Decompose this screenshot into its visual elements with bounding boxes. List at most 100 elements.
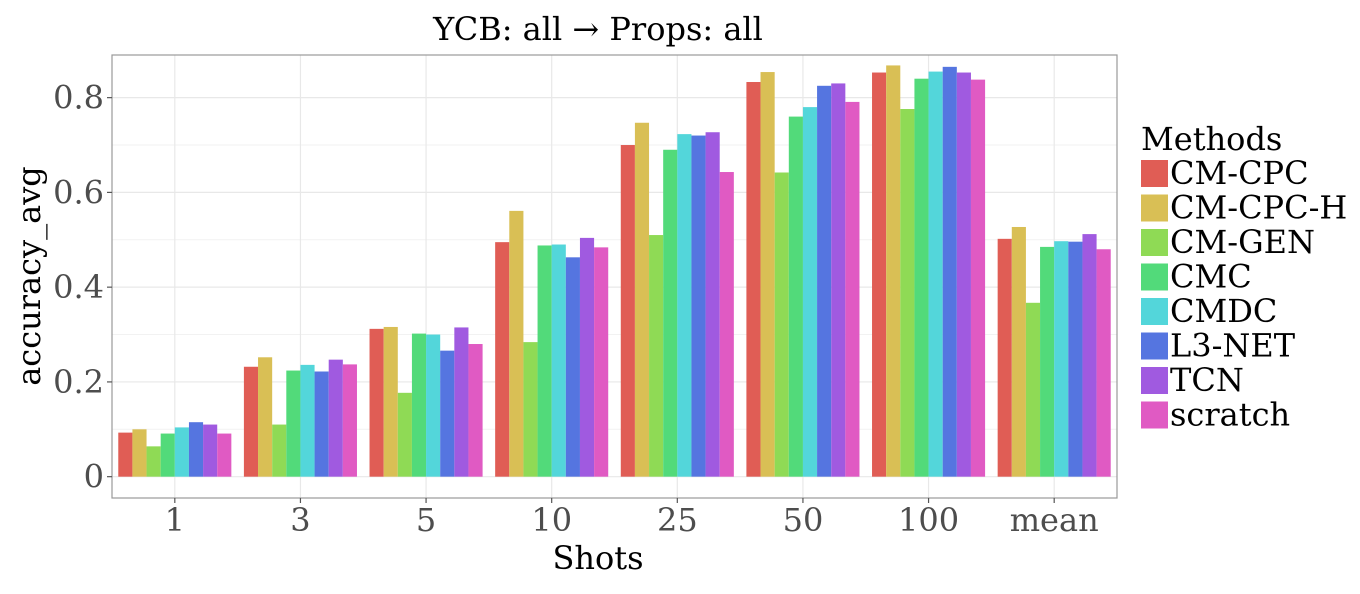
legend-label-cm-cpc-h: CM-CPC-H — [1170, 189, 1347, 227]
x-tick-label: 5 — [416, 501, 436, 539]
legend-label-l3-net: L3-NET — [1170, 327, 1296, 365]
bar-cmdc-3 — [300, 364, 315, 477]
chart-title: YCB: all → Props: all — [432, 10, 763, 48]
bar-cm-gen-10 — [523, 342, 538, 477]
bar-l3-net-50 — [817, 85, 832, 477]
x-tick-label: 25 — [657, 501, 698, 539]
bar-tcn-3 — [328, 359, 343, 477]
y-tick-label: 0.2 — [53, 363, 104, 401]
bar-cm-cpc-5 — [369, 328, 384, 477]
bar-cmdc-1 — [174, 427, 189, 477]
bar-cmc-5 — [411, 333, 427, 477]
y-tick-label: 0 — [84, 458, 104, 496]
bar-cmdc-5 — [426, 334, 441, 477]
bar-scratch-25 — [719, 172, 734, 477]
y-tick-label: 0.8 — [53, 79, 104, 117]
bar-cmc-100 — [914, 78, 929, 477]
bar-cmdc-25 — [677, 134, 692, 477]
bar-cm-cpc-mean — [997, 238, 1012, 477]
bar-scratch-10 — [594, 247, 609, 477]
bar-tcn-50 — [831, 83, 846, 477]
bar-tcn-100 — [956, 72, 971, 477]
bar-cmc-3 — [286, 370, 301, 477]
bar-cm-cpc-h-50 — [760, 72, 775, 477]
bar-tcn-mean — [1082, 234, 1097, 477]
legend-swatch-cmdc — [1141, 298, 1168, 325]
bar-l3-net-25 — [691, 135, 706, 477]
bar-cm-gen-3 — [272, 424, 287, 477]
bar-tcn-25 — [705, 132, 720, 477]
bar-cm-cpc-10 — [495, 242, 510, 477]
x-tick-label: 100 — [898, 501, 959, 539]
legend: Methods CM-CPCCM-CPC-HCM-GENCMCCMDCL3-NE… — [1141, 120, 1347, 434]
bar-cm-cpc-h-1 — [132, 429, 147, 477]
bar-scratch-5 — [468, 344, 483, 477]
plot-area: 0 0.2 0.4 0.6 0.8 1 3 5 10 25 50 100 mean — [53, 54, 1118, 539]
legend-swatch-tcn — [1141, 367, 1168, 394]
x-tick-label: 10 — [531, 501, 572, 539]
legend-label-cmc: CMC — [1170, 258, 1252, 296]
bar-cm-cpc-1 — [118, 432, 133, 477]
panel-border — [111, 54, 1118, 499]
bar-cmc-50 — [788, 116, 803, 477]
bar-cm-cpc-h-100 — [886, 65, 901, 477]
bar-scratch-100 — [970, 79, 986, 477]
bar-scratch-3 — [342, 364, 357, 477]
x-tick-label: mean — [1010, 501, 1099, 539]
bar-cm-gen-mean — [1025, 302, 1041, 477]
legend-label-cmdc: CMDC — [1170, 292, 1277, 330]
bar-scratch-1 — [217, 433, 232, 477]
legend-swatch-cm-gen — [1141, 229, 1168, 256]
bar-tcn-10 — [579, 237, 595, 477]
bar-tcn-1 — [203, 424, 218, 477]
legend-label-cm-cpc: CM-CPC — [1170, 154, 1309, 192]
bar-cm-cpc-25 — [620, 145, 635, 477]
bar-cmc-mean — [1040, 246, 1055, 477]
y-tick-label: 0.6 — [53, 173, 104, 211]
legend-label-scratch: scratch — [1170, 396, 1290, 434]
x-tick-label: 50 — [783, 501, 824, 539]
x-axis-label: Shots — [552, 539, 643, 577]
bar-cm-gen-5 — [397, 392, 412, 477]
bar-cm-gen-1 — [146, 446, 161, 477]
legend-title: Methods — [1141, 120, 1282, 158]
bar-cmc-25 — [663, 149, 678, 477]
legend-swatch-cmc — [1141, 263, 1168, 291]
bar-cmdc-10 — [551, 244, 566, 477]
bar-cm-cpc-h-10 — [509, 210, 524, 477]
x-tick-label: 1 — [165, 501, 185, 539]
bar-tcn-5 — [454, 327, 469, 477]
bar-l3-net-mean — [1068, 241, 1083, 477]
bar-l3-net-5 — [440, 350, 455, 477]
legend-swatch-scratch — [1141, 401, 1168, 429]
bar-cm-cpc-h-25 — [634, 122, 650, 477]
bar-cmdc-50 — [802, 107, 818, 477]
bar-cmdc-100 — [928, 71, 943, 477]
bar-l3-net-1 — [188, 422, 204, 477]
bar-cm-cpc-50 — [746, 82, 761, 477]
bar-cm-gen-25 — [649, 235, 664, 477]
legend-label-tcn: TCN — [1170, 361, 1244, 399]
y-tick-label: 0.4 — [53, 268, 104, 306]
bar-cmc-1 — [160, 433, 175, 477]
legend-label-cm-gen: CM-GEN — [1170, 223, 1315, 261]
x-tick-label: 3 — [290, 501, 310, 539]
bar-scratch-50 — [845, 101, 860, 477]
bar-l3-net-3 — [314, 371, 329, 477]
bar-scratch-mean — [1096, 249, 1111, 477]
y-axis-label: accuracy_avg — [10, 166, 48, 386]
legend-swatch-l3-net — [1141, 332, 1168, 360]
bar-cm-cpc-h-5 — [383, 326, 398, 477]
bar-l3-net-10 — [565, 257, 580, 477]
bar-l3-net-100 — [942, 66, 957, 477]
legend-swatch-cm-cpc — [1141, 160, 1168, 187]
bar-cm-cpc-h-3 — [258, 357, 273, 477]
bar-cm-gen-100 — [900, 109, 915, 477]
bar-cmc-10 — [537, 245, 552, 477]
legend-swatch-cm-cpc-h — [1141, 194, 1168, 222]
bar-cmdc-mean — [1054, 241, 1069, 477]
bar-cm-cpc-h-mean — [1011, 226, 1026, 477]
bar-cm-cpc-3 — [243, 366, 259, 477]
bar-cm-cpc-100 — [872, 72, 887, 477]
